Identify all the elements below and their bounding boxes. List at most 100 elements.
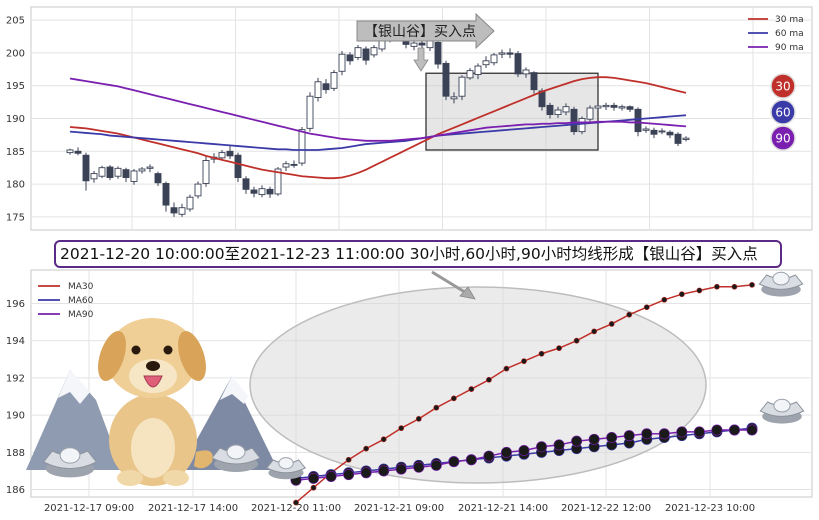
top-y-tick-label: 180 [6,180,25,191]
x-tick-label: 2021-12-17 09:00 [44,503,134,514]
legend-label: 30 ma [775,15,804,25]
candle-body [282,163,290,168]
ma90-point [728,424,740,436]
bottom-y-tick-label: 190 [6,411,25,422]
candle-body [250,189,258,194]
ma90-point [676,426,688,438]
ma30-point [626,311,633,318]
dog-ear-right [178,330,206,382]
ma30-point [310,484,317,491]
ma30-point [608,321,615,327]
top-y-tick-label: 175 [6,212,25,223]
ma30-point [380,436,387,443]
ma90-point [448,456,460,468]
candle-body [298,129,306,164]
candle-body [482,60,490,66]
ma90-point [588,433,600,445]
ma30-point [293,499,299,506]
signal-banner: 2021-12-20 10:00:00至2021-12-23 11:00:00 … [54,240,782,268]
ma30-point [643,304,650,311]
ingot-dome [772,271,790,286]
x-tick-label: 2021-12-23 10:00 [665,503,755,514]
dog-nose [146,361,160,371]
silver-ingot-icon [211,444,261,472]
candle-body [258,188,266,196]
candle-body [554,109,562,116]
ma-badge-circle [770,99,796,125]
callout-label: 【银山谷】买入点 [356,12,495,72]
dog-paw-left [117,470,143,486]
candle-body [546,104,554,116]
legend-label: MA60 [68,296,94,306]
dog-belly [131,418,175,478]
candle-body [586,107,594,120]
bottom-y-tick-label: 192 [6,373,25,384]
candle-body [594,105,602,109]
candle-body [514,53,522,75]
candle-body [634,108,642,133]
candle-body [410,42,418,47]
candle-body [274,168,282,195]
candle-body [82,154,90,182]
ma90-line [69,77,687,142]
candle-body [458,76,466,97]
candle-body [186,196,194,210]
ingot-dome [278,457,294,470]
ma-badge-circle [770,73,796,99]
legend-label: MA30 [68,282,94,292]
ma30-point [363,445,370,452]
silver-ingot-icon [758,271,804,297]
candle-body [106,166,114,178]
legend-label: 60 ma [775,29,804,39]
candle-body [466,70,474,79]
top-y-tick-label: 200 [6,48,25,59]
candlestick-chart: 175 180 185 190 195 200 205 30 ma 60 ma 90 ma 【银山谷… [6,6,813,231]
candle-body [234,154,242,178]
ma90-point [641,428,653,440]
dog-eye-right [163,345,173,355]
candle-body [130,170,138,182]
candle-body [306,95,314,129]
candle-body [570,108,578,133]
ma30-point [468,386,475,392]
ma-badge-label: 90 [775,132,790,146]
dog-mascot-icon [98,318,213,486]
candle-body [154,173,162,184]
dog-ear-left [98,330,126,382]
candle-body [530,72,538,91]
dog-tail [194,450,213,469]
candle-body [442,62,450,97]
candle-body [370,47,378,56]
pointer-arrow-shaft [431,270,469,296]
ma30-point [503,365,510,372]
ingot-dome [773,398,791,413]
ma90-point [465,454,477,466]
ingot-dome [226,444,246,460]
snow-mountain-icon [26,370,278,470]
ma90-point [430,459,442,471]
candle-body [650,129,658,135]
callout-arrow-shape [356,12,495,50]
candle-body [450,96,458,100]
candle-body [626,106,634,110]
candle-body [74,150,82,154]
ma30-point [714,283,720,290]
ma90-point [746,424,758,436]
candle-body [162,182,170,206]
candle-body [266,188,274,195]
candle-body [506,52,514,55]
ma90-point [343,469,355,481]
top-y-tick-label: 205 [6,16,25,27]
candle-body [682,137,690,140]
candle-body [522,69,530,75]
ma30-point [486,376,492,383]
mountain-right-snow [220,376,248,404]
candle-body [562,106,570,113]
ma90-point [711,424,723,436]
ma90-point [378,465,390,477]
candle-body [138,168,146,172]
ma90-point [360,467,372,479]
candle-body [226,150,234,157]
callout-down-arrow [413,47,429,72]
silver-ingot-icon [759,398,805,424]
